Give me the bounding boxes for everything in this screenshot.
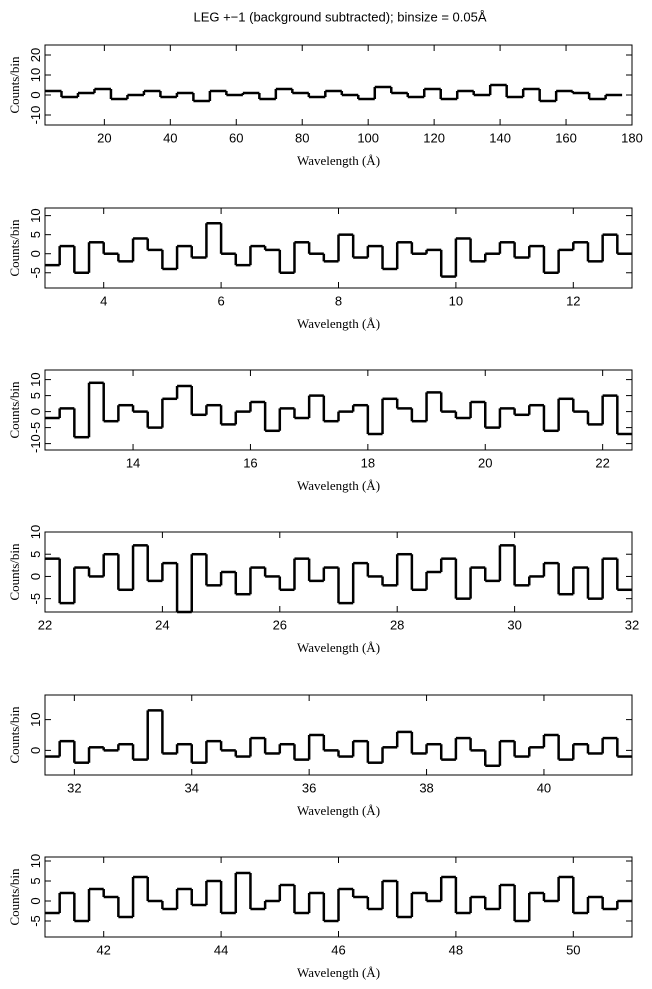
y-tick-label: 0 (28, 747, 43, 754)
x-axis-label: Wavelength (Å) (297, 965, 380, 980)
x-tick-label: 22 (595, 455, 609, 470)
plot-frame (44, 44, 633, 126)
chart-title: LEG +−1 (background subtracted); binsize… (193, 9, 486, 24)
step-riser (58, 545, 619, 612)
x-tick-label: 160 (555, 130, 577, 145)
x-tick-label: 42 (96, 942, 110, 957)
x-tick-label: 48 (449, 942, 463, 957)
x-tick-label: 20 (478, 455, 492, 470)
y-tick-label: 5 (28, 231, 43, 238)
step-riser (60, 85, 607, 101)
step-riser (58, 873, 619, 921)
x-tick-label: 24 (155, 617, 169, 632)
y-tick-label: 10 (28, 372, 43, 386)
plot-frame (44, 369, 633, 451)
y-axis-label: Counts/bin (7, 543, 22, 601)
x-tick-label: 20 (97, 130, 111, 145)
y-tick-label: 10 (28, 854, 43, 868)
x-tick-label: 60 (229, 130, 243, 145)
x-axis-label: Wavelength (Å) (297, 153, 380, 168)
y-tick-label: 5 (28, 551, 43, 558)
y-tick-label: 20 (28, 48, 43, 62)
x-tick-label: 6 (217, 293, 224, 308)
y-tick-label: -5 (28, 422, 43, 434)
y-tick-label: 0 (28, 250, 43, 257)
x-tick-label: 28 (390, 617, 404, 632)
x-tick-label: 14 (126, 455, 140, 470)
plot-frame (44, 694, 633, 776)
y-tick-label: -5 (28, 267, 43, 279)
x-axis-label: Wavelength (Å) (297, 316, 380, 331)
y-axis-label: Counts/bin (7, 706, 22, 764)
y-tick-label: 0 (28, 91, 43, 98)
y-tick-label: -5 (28, 593, 43, 605)
x-tick-label: 40 (163, 130, 177, 145)
x-tick-label: 26 (273, 617, 287, 632)
y-tick-label: 0 (28, 408, 43, 415)
x-tick-label: 8 (335, 293, 342, 308)
x-axis-label: Wavelength (Å) (297, 803, 380, 818)
x-tick-label: 32 (625, 617, 639, 632)
x-tick-label: 18 (361, 455, 375, 470)
y-tick-label: 10 (28, 712, 43, 726)
y-tick-label: -10 (28, 434, 43, 453)
y-tick-label: 10 (28, 68, 43, 82)
x-tick-label: 38 (419, 780, 433, 795)
y-tick-label: 10 (28, 525, 43, 539)
y-tick-label: -5 (28, 915, 43, 927)
plot-frame (44, 531, 633, 613)
x-axis-label: Wavelength (Å) (297, 478, 380, 493)
y-tick-label: 5 (28, 877, 43, 884)
x-tick-label: 32 (67, 780, 81, 795)
x-tick-label: 36 (302, 780, 316, 795)
x-tick-label: 50 (566, 942, 580, 957)
x-tick-label: 180 (621, 130, 643, 145)
x-tick-label: 80 (295, 130, 309, 145)
x-tick-label: 44 (214, 942, 228, 957)
y-tick-label: -10 (28, 106, 43, 125)
x-tick-label: 10 (449, 293, 463, 308)
x-axis-label: Wavelength (Å) (297, 640, 380, 655)
x-tick-label: 40 (537, 780, 551, 795)
y-axis-label: Counts/bin (7, 56, 22, 114)
step-riser (58, 223, 619, 277)
y-tick-label: 0 (28, 573, 43, 580)
y-tick-label: 10 (28, 208, 43, 222)
x-tick-label: 12 (566, 293, 580, 308)
x-tick-label: 16 (243, 455, 257, 470)
x-tick-label: 34 (185, 780, 199, 795)
step-riser (58, 382, 619, 438)
y-axis-label: Counts/bin (7, 868, 22, 926)
x-tick-label: 120 (423, 130, 445, 145)
x-tick-label: 100 (357, 130, 379, 145)
x-tick-label: 30 (507, 617, 521, 632)
x-tick-label: 4 (100, 293, 107, 308)
y-tick-label: 5 (28, 392, 43, 399)
x-tick-label: 140 (489, 130, 511, 145)
step-riser (58, 710, 619, 766)
y-axis-label: Counts/bin (7, 381, 22, 439)
x-tick-label: 22 (38, 617, 52, 632)
y-tick-label: 0 (28, 897, 43, 904)
y-axis-label: Counts/bin (7, 219, 22, 277)
x-tick-label: 46 (331, 942, 345, 957)
